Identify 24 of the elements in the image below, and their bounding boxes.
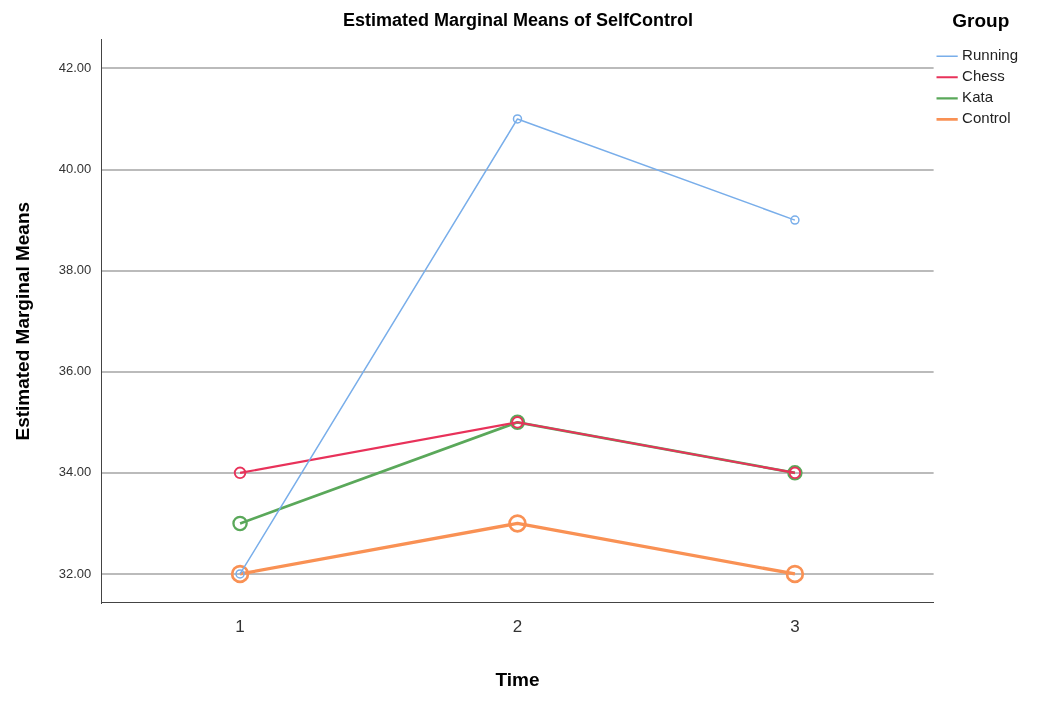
point	[785, 564, 805, 584]
y-axis-title: Estimated Marginal Means	[11, 201, 33, 441]
x-tick-label: 2	[512, 616, 523, 636]
point	[232, 515, 248, 532]
point	[230, 564, 250, 584]
x-tick-label: 1	[235, 616, 245, 636]
point	[233, 466, 247, 480]
y-tick-label: 40.00	[58, 161, 92, 177]
y-tick-label: 38.00	[58, 262, 92, 278]
y-tick-label: 32.00	[58, 565, 92, 581]
legend-label: Kata	[962, 88, 994, 106]
legend-label: Control	[962, 109, 1011, 127]
y-tick-label: 34.00	[58, 464, 92, 480]
x-axis-title: Time	[495, 668, 540, 690]
y-tick-label: 36.00	[58, 363, 92, 379]
chart-title: Estimated Marginal Means of SelfControl	[342, 9, 694, 30]
legend-title: Group	[952, 9, 1010, 31]
point	[512, 114, 523, 124]
legend-label: Chess	[962, 67, 1005, 85]
legend-label: Running	[962, 46, 1019, 64]
y-tick-label: 42.00	[58, 60, 92, 75]
x-tick-label: 3	[790, 616, 800, 636]
point	[508, 514, 527, 533]
point	[790, 215, 800, 225]
